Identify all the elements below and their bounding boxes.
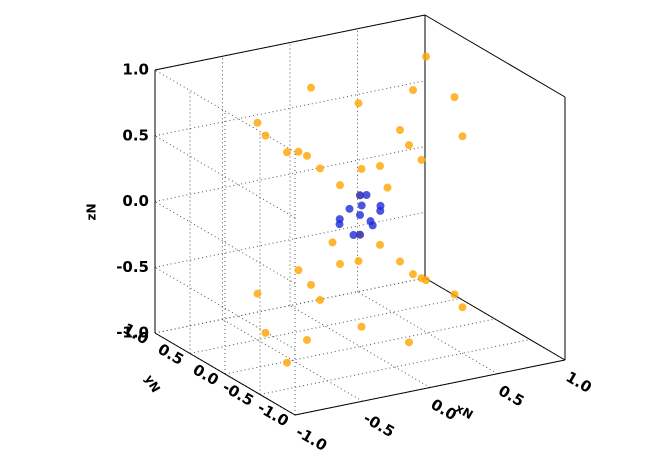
axis-line [294,359,566,416]
point [335,220,344,229]
point [307,83,315,92]
axis-line [424,277,566,361]
x-tick-label: -0.5 [360,409,397,441]
point [356,211,364,219]
point [356,230,364,239]
point [368,221,377,230]
grid-line [154,266,296,350]
grid-line [289,305,431,388]
point [354,99,363,108]
x-axis-title: xN [453,401,475,422]
point [303,335,311,344]
point [376,240,384,249]
point [356,191,364,200]
grid-line [357,291,498,375]
point [307,280,315,289]
point [409,270,417,279]
point [417,155,426,164]
point [253,118,262,127]
point [283,148,291,157]
point [383,183,392,192]
point [357,201,366,210]
point [458,132,467,141]
point [422,276,430,285]
point [283,358,291,367]
x-tick-label: 0.5 [495,382,527,411]
point [345,204,354,213]
point [422,52,430,61]
point [328,238,337,247]
point [405,338,413,347]
y-tick-label: -0.5 [219,378,256,410]
y-tick-label: 0.5 [155,340,187,369]
point [396,126,404,135]
point [450,93,459,102]
point [405,141,413,150]
point [349,231,358,239]
point [450,290,459,299]
point [303,151,311,160]
axis-line [424,14,566,98]
z-tick-label: 0.0 [122,192,149,210]
y-tick-label: 0.0 [190,360,222,389]
point [316,295,324,304]
z-axis-title: zN [85,203,99,220]
y-tick-label: -1.0 [254,398,291,430]
point [294,266,303,275]
x-tick-label: 1.0 [563,368,595,397]
z-tick-label: -0.5 [116,258,149,276]
point [354,257,363,266]
axis-line [154,14,426,71]
point [294,147,303,156]
point [336,260,344,269]
point [357,322,366,331]
point [409,86,417,95]
point [376,161,384,170]
grid-line [189,298,461,354]
y-axis-title: yN [142,373,163,395]
point [261,131,270,140]
point [316,164,324,173]
point [253,289,262,298]
z-tick-label: 0.5 [122,126,149,144]
x-tick-label: -1.0 [293,423,330,455]
point [336,181,344,190]
point [357,164,366,173]
point [396,257,404,266]
z-tick-label: -1.0 [116,324,149,342]
point [458,303,467,312]
point [376,201,385,210]
point [362,191,371,199]
z-tick-label: 1.0 [122,61,149,79]
axis-line [154,332,296,416]
point [261,328,270,337]
